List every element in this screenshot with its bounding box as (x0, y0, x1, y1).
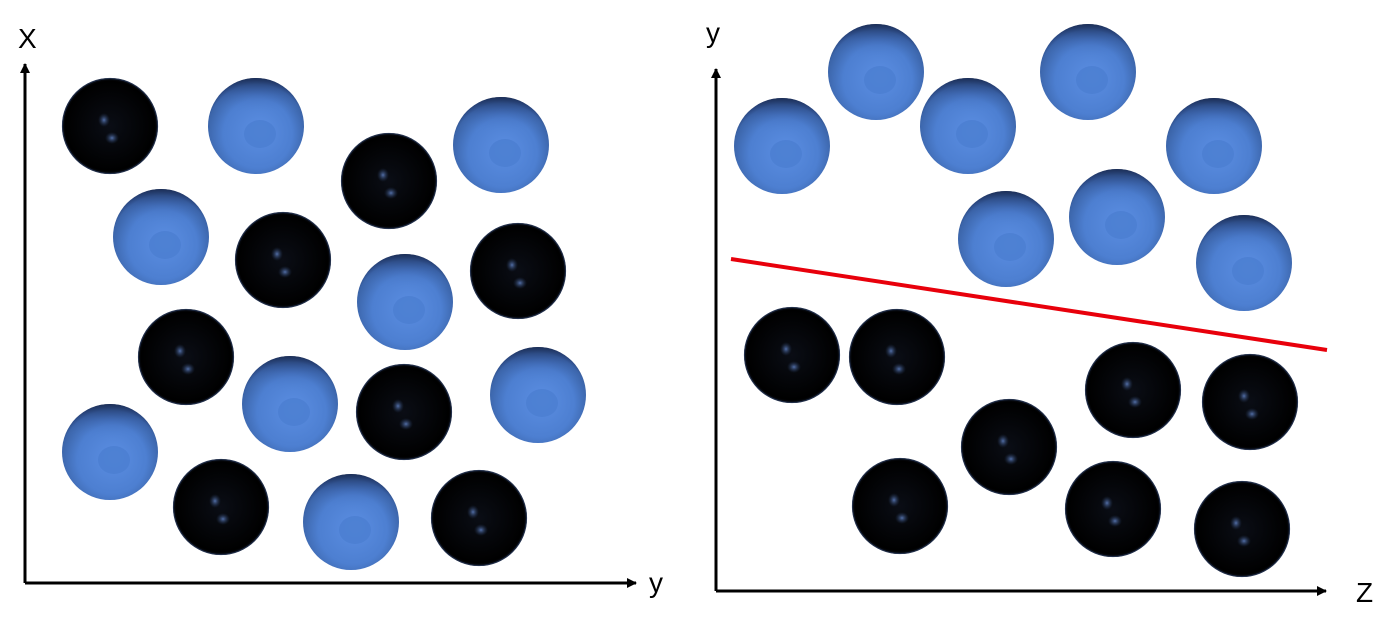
right-sphere-blue-8 (1196, 215, 1292, 311)
right-sphere-blue-4 (1040, 24, 1136, 120)
right-vertical-axis-label: y (706, 17, 720, 48)
left-sphere-blue-12 (490, 347, 586, 443)
right-sphere-blue-2 (828, 24, 924, 120)
left-sphere-group (61, 77, 586, 570)
right-sphere-black-11 (1084, 341, 1182, 439)
left-sphere-blue-5 (113, 189, 209, 285)
left-sphere-black-11 (355, 363, 453, 461)
left-sphere-blue-15 (303, 474, 399, 570)
left-sphere-black-16 (430, 469, 528, 567)
right-sphere-group (734, 24, 1299, 578)
left-sphere-blue-8 (357, 254, 453, 350)
right-sphere-black-9 (743, 306, 841, 404)
left-sphere-black-1 (61, 77, 159, 175)
left-sphere-blue-13 (62, 404, 158, 500)
right-sphere-black-10 (848, 308, 946, 406)
right-sphere-black-12 (1201, 353, 1299, 451)
right-sphere-blue-1 (734, 98, 830, 194)
left-panel: X y (18, 23, 663, 598)
right-sphere-black-16 (1193, 480, 1291, 578)
right-sphere-black-15 (1064, 460, 1162, 558)
left-sphere-blue-10 (242, 356, 338, 452)
left-sphere-blue-2 (208, 78, 304, 174)
left-sphere-black-14 (172, 458, 270, 556)
left-sphere-black-7 (469, 222, 567, 320)
left-horizontal-axis-label: y (649, 567, 663, 598)
right-sphere-blue-5 (1166, 98, 1262, 194)
left-sphere-blue-4 (453, 97, 549, 193)
right-sphere-blue-6 (958, 191, 1054, 287)
right-horizontal-axis-label: Z (1356, 577, 1373, 608)
left-sphere-black-3 (340, 132, 438, 230)
right-sphere-blue-3 (920, 78, 1016, 174)
right-sphere-black-14 (851, 457, 949, 555)
left-sphere-black-9 (137, 308, 235, 406)
right-panel: y Z (706, 17, 1373, 608)
left-sphere-black-6 (234, 211, 332, 309)
right-sphere-black-13 (960, 398, 1058, 496)
left-vertical-axis-label: X (18, 23, 37, 54)
right-sphere-blue-7 (1069, 169, 1165, 265)
phase-divider-line (730, 257, 1328, 352)
